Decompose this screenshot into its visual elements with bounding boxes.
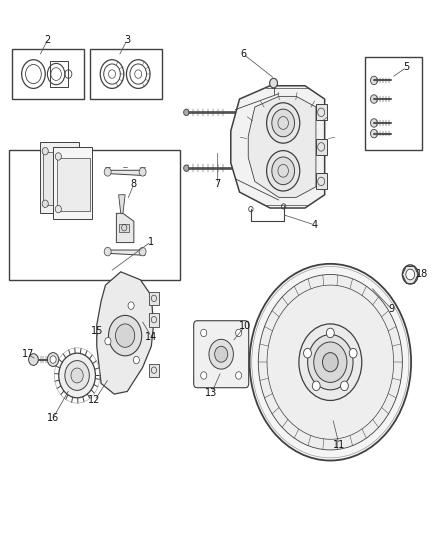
Circle shape: [250, 264, 411, 461]
Circle shape: [116, 324, 135, 348]
FancyBboxPatch shape: [194, 321, 249, 387]
Circle shape: [236, 329, 242, 337]
Text: 2: 2: [45, 35, 51, 44]
Circle shape: [349, 349, 357, 358]
Bar: [149, 313, 159, 327]
Text: 9: 9: [389, 304, 395, 314]
Polygon shape: [106, 170, 145, 175]
Bar: [10, 150, 180, 280]
Text: 18: 18: [416, 270, 428, 279]
Circle shape: [133, 357, 139, 364]
Circle shape: [65, 361, 89, 390]
Text: 11: 11: [333, 440, 345, 450]
Text: 4: 4: [312, 220, 318, 230]
Polygon shape: [53, 147, 92, 219]
Text: 1: 1: [148, 237, 154, 247]
Text: 15: 15: [92, 326, 104, 336]
Circle shape: [299, 324, 362, 400]
Circle shape: [104, 167, 111, 176]
Bar: [90, 49, 162, 99]
Circle shape: [71, 368, 83, 383]
Text: 6: 6: [240, 49, 246, 59]
Circle shape: [184, 109, 189, 116]
Circle shape: [267, 103, 300, 143]
Polygon shape: [119, 195, 125, 213]
Circle shape: [42, 148, 48, 155]
Circle shape: [258, 274, 403, 450]
Circle shape: [42, 200, 48, 207]
Circle shape: [312, 381, 320, 391]
Bar: [316, 173, 327, 189]
Circle shape: [371, 130, 378, 138]
Text: 16: 16: [47, 413, 59, 423]
Text: 7: 7: [215, 179, 221, 189]
Circle shape: [322, 353, 338, 372]
Text: 8: 8: [131, 179, 137, 189]
Polygon shape: [43, 152, 77, 205]
Polygon shape: [117, 213, 134, 243]
Text: 5: 5: [404, 62, 410, 72]
Bar: [149, 364, 159, 377]
Circle shape: [236, 372, 242, 379]
Circle shape: [314, 342, 347, 382]
Circle shape: [371, 95, 378, 103]
Text: 10: 10: [239, 321, 251, 331]
Bar: [365, 56, 422, 150]
Polygon shape: [40, 142, 79, 213]
Circle shape: [139, 247, 146, 256]
Circle shape: [201, 372, 207, 379]
Circle shape: [104, 247, 111, 256]
Text: 13: 13: [205, 388, 218, 398]
Circle shape: [371, 119, 378, 127]
Circle shape: [326, 328, 334, 338]
Bar: [119, 224, 130, 232]
Polygon shape: [248, 96, 316, 197]
Circle shape: [406, 269, 415, 280]
Circle shape: [304, 349, 311, 358]
Polygon shape: [97, 272, 153, 394]
Circle shape: [272, 109, 294, 137]
Bar: [316, 139, 327, 155]
Circle shape: [55, 205, 61, 213]
Polygon shape: [231, 86, 325, 208]
Circle shape: [371, 76, 378, 85]
Text: 3: 3: [124, 35, 131, 44]
Circle shape: [28, 354, 38, 366]
Bar: [149, 292, 159, 305]
Circle shape: [50, 356, 56, 364]
Circle shape: [59, 353, 95, 398]
Circle shape: [55, 153, 61, 160]
Text: 17: 17: [21, 349, 34, 359]
Circle shape: [128, 302, 134, 309]
Circle shape: [109, 316, 142, 356]
Bar: [12, 49, 84, 99]
Circle shape: [215, 346, 228, 362]
Circle shape: [184, 165, 189, 171]
Circle shape: [209, 340, 233, 369]
Circle shape: [272, 157, 294, 184]
Circle shape: [307, 335, 353, 390]
Text: 12: 12: [88, 395, 101, 406]
Circle shape: [47, 353, 59, 367]
Bar: [316, 104, 327, 120]
Text: 14: 14: [145, 332, 157, 342]
Circle shape: [270, 78, 278, 88]
Circle shape: [340, 381, 348, 391]
Circle shape: [267, 151, 300, 191]
Circle shape: [139, 167, 146, 176]
Polygon shape: [57, 158, 90, 211]
Circle shape: [105, 337, 111, 345]
Circle shape: [201, 329, 207, 337]
Circle shape: [403, 265, 418, 284]
Polygon shape: [106, 250, 145, 255]
